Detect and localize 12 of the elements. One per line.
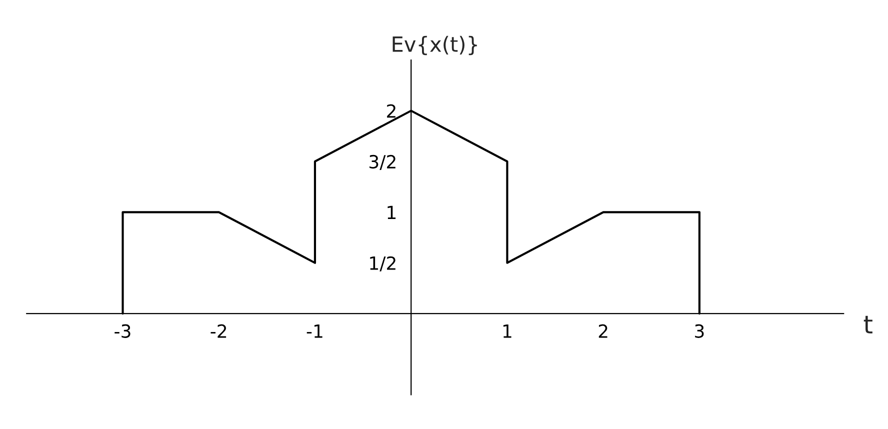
y-tick-label: 1/2 <box>370 256 396 272</box>
y-tick-label: 3/2 <box>370 154 396 170</box>
x-tick-label: 2 <box>598 324 608 338</box>
x-tick-label: -2 <box>210 324 226 338</box>
chart-title: Ev{x(t)} <box>392 36 477 56</box>
y-tick-label: 1 <box>388 206 396 220</box>
x-tick-label: -1 <box>306 324 322 338</box>
x-axis-title: t <box>864 316 872 334</box>
x-tick-label: -3 <box>114 324 130 338</box>
x-tick-label: 1 <box>503 324 512 338</box>
y-tick-label: 2 <box>387 104 396 118</box>
x-tick-label: 3 <box>695 324 704 338</box>
